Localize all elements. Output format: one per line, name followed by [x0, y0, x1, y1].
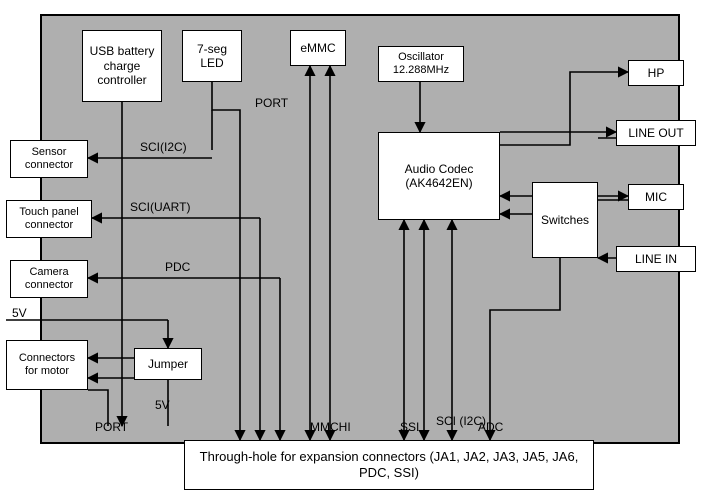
block-label: HP [648, 66, 665, 80]
edge-label-mmchi: MMCHI [310, 420, 351, 434]
edge-label-port-top: PORT [255, 96, 288, 110]
block-hp: HP [628, 60, 684, 86]
block-audio-codec: Audio Codec (AK4642EN) [378, 132, 500, 220]
block-label: USB battery charge controller [87, 44, 157, 87]
edge-label-ssi: SSI [400, 420, 419, 434]
edge-label-5v-in: 5V [12, 306, 27, 320]
edge-label-port-left: PORT [95, 420, 128, 434]
block-mic: MIC [628, 184, 684, 210]
block-label: eMMC [300, 41, 335, 55]
block-label: LINE OUT [628, 126, 683, 140]
block-label: Touch panel connector [11, 206, 87, 232]
block-label: Through-hole for expansion connectors (J… [189, 449, 589, 480]
edge-label-sci-uart: SCI(UART) [130, 200, 190, 214]
block-label: Connectors for motor [11, 352, 83, 378]
edge-label-5v-jumper: 5V [155, 398, 170, 412]
block-label: Camera connector [15, 266, 83, 292]
block-emmc: eMMC [290, 30, 346, 66]
block-label: MIC [645, 190, 667, 204]
block-motor-connectors: Connectors for motor [6, 340, 88, 390]
block-oscillator: Oscillator 12.288MHz [378, 46, 464, 82]
block-switches: Switches [532, 182, 598, 258]
block-line-out: LINE OUT [616, 120, 696, 146]
block-sensor-connector: Sensor connector [10, 140, 88, 178]
block-through-hole-expansion: Through-hole for expansion connectors (J… [184, 440, 594, 490]
block-label: Oscillator 12.288MHz [383, 51, 459, 77]
block-label: Sensor connector [15, 146, 83, 172]
edge-label-pdc: PDC [165, 260, 190, 274]
block-jumper: Jumper [134, 348, 202, 380]
block-label: 7-seg LED [187, 42, 237, 71]
block-camera-connector: Camera connector [10, 260, 88, 298]
block-usb-battery-charge-controller: USB battery charge controller [82, 30, 162, 102]
block-label: Jumper [148, 357, 188, 371]
block-label: Audio Codec (AK4642EN) [383, 162, 495, 191]
block-label: LINE IN [635, 252, 677, 266]
block-7seg-led: 7-seg LED [182, 30, 242, 82]
block-touch-panel-connector: Touch panel connector [6, 200, 92, 238]
block-line-in: LINE IN [616, 246, 696, 272]
edge-label-sci-i2c: SCI(I2C) [140, 140, 187, 154]
block-label: Switches [541, 213, 589, 227]
edge-label-adc: ADC [478, 420, 503, 434]
